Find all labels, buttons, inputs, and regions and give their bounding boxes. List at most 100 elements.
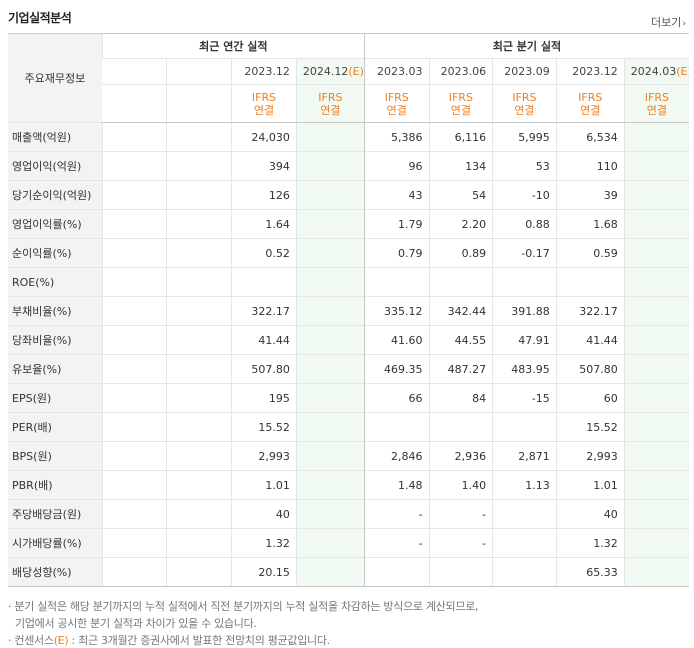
annual-basis-header: IFRS 연결 bbox=[295, 84, 365, 123]
quarter-value-cell: 6,116 bbox=[428, 122, 493, 152]
table-row: 배당성향(%) 20.15 65.33 bbox=[8, 557, 689, 587]
row-label: 영업이익(억원) bbox=[8, 151, 103, 181]
annual-value-cell bbox=[101, 267, 167, 297]
row-label: 유보율(%) bbox=[8, 354, 103, 384]
quarter-basis-header: IFRS 연결 bbox=[363, 84, 430, 123]
quarter-value-cell bbox=[492, 412, 557, 442]
table-row: 영업이익률(%) 1.64 1.79 2.20 0.88 1.68 bbox=[8, 209, 689, 239]
quarter-value-cell: 2,936 bbox=[428, 441, 493, 471]
quarter-value-cell: 5,995 bbox=[492, 122, 557, 152]
table-row: 순이익률(%) 0.52 0.79 0.89 -0.17 0.59 bbox=[8, 238, 689, 268]
annual-value-cell bbox=[295, 151, 365, 181]
quarter-value-cell: 43 bbox=[363, 180, 430, 210]
table-row: ROE(%) bbox=[8, 267, 689, 297]
chevron-right-icon: › bbox=[682, 19, 686, 29]
annual-value-cell bbox=[295, 383, 365, 413]
more-label: 더보기 bbox=[651, 16, 682, 29]
annual-period-header bbox=[166, 58, 232, 85]
annual-value-cell: 20.15 bbox=[231, 557, 297, 587]
quarter-period-header: 2024.03(E) bbox=[623, 58, 689, 85]
annual-value-cell bbox=[295, 470, 365, 500]
table-row: 매출액(억원) 24,030 5,386 6,116 5,995 6,534 bbox=[8, 122, 689, 152]
more-link[interactable]: 더보기› bbox=[651, 14, 686, 30]
quarter-basis-header: IFRS 연결 bbox=[492, 84, 557, 123]
quarter-value-cell: 6,534 bbox=[555, 122, 625, 152]
quarter-value-cell: 110 bbox=[555, 151, 625, 181]
annual-value-cell bbox=[101, 528, 167, 558]
annual-value-cell bbox=[101, 180, 167, 210]
annual-value-cell bbox=[295, 441, 365, 471]
annual-value-cell bbox=[295, 180, 365, 210]
quarter-value-cell bbox=[428, 557, 493, 587]
annual-value-cell bbox=[166, 528, 232, 558]
quarter-value-cell: 483.95 bbox=[492, 354, 557, 384]
quarter-value-cell: 2,846 bbox=[363, 441, 430, 471]
label-header: 주요재무정보 bbox=[8, 33, 103, 123]
annual-value-cell bbox=[101, 151, 167, 181]
quarter-value-cell bbox=[623, 470, 689, 500]
section-title: 기업실적분석 bbox=[8, 11, 72, 25]
quarter-value-cell bbox=[623, 412, 689, 442]
quarter-value-cell: 1.01 bbox=[555, 470, 625, 500]
quarter-value-cell: 2.20 bbox=[428, 209, 493, 239]
row-label: ROE(%) bbox=[8, 267, 103, 297]
annual-value-cell bbox=[295, 528, 365, 558]
quarter-value-cell bbox=[623, 238, 689, 268]
annual-value-cell bbox=[101, 499, 167, 529]
annual-value-cell: 394 bbox=[231, 151, 297, 181]
quarter-value-cell: 96 bbox=[363, 151, 430, 181]
annual-value-cell bbox=[166, 354, 232, 384]
row-label: 매출액(억원) bbox=[8, 122, 103, 152]
annual-value-cell bbox=[295, 354, 365, 384]
table-row: 주당배당금(원) 40 - - 40 bbox=[8, 499, 689, 529]
quarter-value-cell: 41.44 bbox=[555, 325, 625, 355]
annual-value-cell bbox=[166, 499, 232, 529]
annual-value-cell bbox=[231, 267, 297, 297]
annual-value-cell: 15.52 bbox=[231, 412, 297, 442]
quarter-value-cell bbox=[492, 267, 557, 297]
quarter-value-cell: 2,993 bbox=[555, 441, 625, 471]
quarter-basis-header: IFRS 연결 bbox=[623, 84, 689, 123]
quarter-value-cell bbox=[623, 151, 689, 181]
row-label: 당기순이익(억원) bbox=[8, 180, 103, 210]
quarter-value-cell: 1.13 bbox=[492, 470, 557, 500]
annual-value-cell bbox=[101, 325, 167, 355]
annual-value-cell bbox=[295, 412, 365, 442]
quarter-value-cell: 1.40 bbox=[428, 470, 493, 500]
financial-summary-table: 주요재무정보 최근 연간 실적 최근 분기 실적 2023.12 2024.12(… bbox=[8, 33, 689, 587]
quarter-value-cell: 40 bbox=[555, 499, 625, 529]
quarter-value-cell bbox=[428, 267, 493, 297]
table-row: EPS(원) 195 66 84 -15 60 bbox=[8, 383, 689, 413]
annual-value-cell: 2,993 bbox=[231, 441, 297, 471]
annual-value-cell bbox=[166, 383, 232, 413]
quarter-value-cell: 335.12 bbox=[363, 296, 430, 326]
quarter-value-cell: 47.91 bbox=[492, 325, 557, 355]
annual-value-cell bbox=[101, 209, 167, 239]
footnote-consensus: · 컨센서스(E) : 최근 3개월간 증권사에서 발표한 전망치의 평균값입니… bbox=[8, 634, 330, 647]
table-row: 당좌비율(%) 41.44 41.60 44.55 47.91 41.44 bbox=[8, 325, 689, 355]
quarter-value-cell bbox=[363, 412, 430, 442]
table-row: PBR(배) 1.01 1.48 1.40 1.13 1.01 bbox=[8, 470, 689, 500]
annual-period-header: 2023.12 bbox=[231, 58, 297, 85]
quarter-value-cell: - bbox=[428, 499, 493, 529]
quarter-value-cell bbox=[623, 122, 689, 152]
annual-basis-header bbox=[102, 84, 167, 123]
annual-value-cell: 41.44 bbox=[231, 325, 297, 355]
annual-value-cell bbox=[295, 557, 365, 587]
quarter-value-cell: -15 bbox=[492, 383, 557, 413]
quarter-value-cell bbox=[623, 325, 689, 355]
annual-group-header: 최근 연간 실적 bbox=[101, 33, 365, 59]
table-row: 부채비율(%) 322.17 335.12 342.44 391.88 322.17 bbox=[8, 296, 689, 326]
quarter-value-cell: 507.80 bbox=[555, 354, 625, 384]
annual-value-cell bbox=[101, 412, 167, 442]
quarter-value-cell: - bbox=[363, 528, 430, 558]
quarter-value-cell bbox=[492, 499, 557, 529]
annual-value-cell: 1.01 bbox=[231, 470, 297, 500]
quarter-value-cell bbox=[363, 557, 430, 587]
quarter-value-cell: 65.33 bbox=[555, 557, 625, 587]
annual-value-cell bbox=[166, 209, 232, 239]
annual-value-cell: 126 bbox=[231, 180, 297, 210]
row-label: BPS(원) bbox=[8, 441, 103, 471]
annual-value-cell bbox=[166, 470, 232, 500]
quarter-value-cell bbox=[623, 557, 689, 587]
